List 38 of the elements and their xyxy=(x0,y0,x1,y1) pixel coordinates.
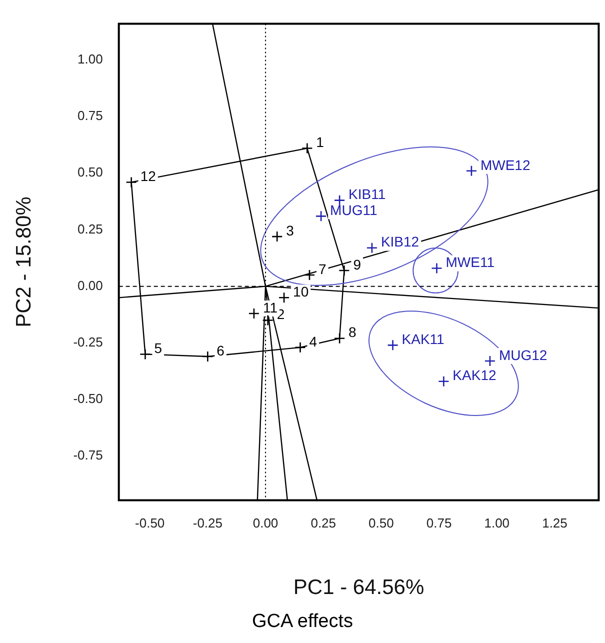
x-axis-title: PC1 - 64.56% xyxy=(293,576,424,600)
x-tick-label: 1.25 xyxy=(542,516,568,531)
annotation: MWE11 xyxy=(446,254,495,270)
annotation: 3 xyxy=(286,222,294,238)
x-tick-label: 1.00 xyxy=(484,516,510,531)
y-tick-label: -0.50 xyxy=(73,391,103,406)
y-tick-label: 0.75 xyxy=(78,108,103,124)
y-tick-label: 0.25 xyxy=(78,221,103,236)
y-tick-label: 0.50 xyxy=(78,164,103,180)
annotation: KAK12 xyxy=(452,367,496,384)
y-axis-title: PC2 - 15.80% xyxy=(12,196,36,328)
annotation: 10 xyxy=(293,284,309,300)
y-tick-label: 1.00 xyxy=(78,52,103,67)
annotation: KIB11 xyxy=(348,186,386,202)
annotation: MUG11 xyxy=(330,202,378,218)
x-tick-label: 0.00 xyxy=(252,516,278,531)
annotation: 6 xyxy=(216,342,225,358)
annotation: 4 xyxy=(309,333,318,350)
annotation: 11 xyxy=(262,299,278,316)
y-tick-label: -0.25 xyxy=(73,334,103,350)
x-tick-label: 0.75 xyxy=(426,516,452,531)
x-tick-label: 0.50 xyxy=(368,516,394,531)
annotation: KIB12 xyxy=(380,234,420,250)
x-tick-label: -0.50 xyxy=(135,516,165,531)
annotation: 1 xyxy=(316,134,324,150)
y-tick-label: 0.00 xyxy=(78,278,103,293)
annotation: MUG12 xyxy=(498,346,548,363)
x-tick-label: 0.25 xyxy=(310,516,336,531)
x-tick-label: -0.25 xyxy=(192,516,222,531)
annotation: 5 xyxy=(154,340,162,356)
annotation: 12 xyxy=(140,168,156,184)
annotation: KAK11 xyxy=(402,331,445,348)
annotation: MWE12 xyxy=(480,156,530,173)
y-tick-label: -0.75 xyxy=(73,448,103,463)
annotation: 9 xyxy=(353,256,362,272)
text: GCA effects xyxy=(250,611,354,633)
annotation: 7 xyxy=(318,260,326,277)
annotation: 8 xyxy=(348,324,357,340)
